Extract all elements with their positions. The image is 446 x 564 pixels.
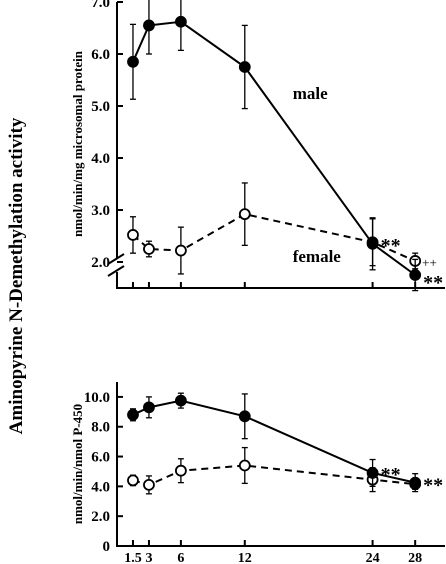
x-tick-label: 24 — [366, 551, 380, 564]
y-tick-label: 10.0 — [84, 390, 110, 406]
significance-stars: ** — [381, 235, 401, 257]
series-male — [127, 0, 422, 292]
series-label-male: male — [293, 84, 328, 103]
data-point-female — [174, 464, 187, 477]
data-point-male — [409, 269, 422, 281]
significance-stars: ** — [423, 474, 443, 496]
y-axis-label: nmol/min/mg microsomal protein — [70, 50, 85, 237]
x-tick-label: 3 — [145, 551, 152, 564]
y-tick-label: 7.0 — [91, 0, 110, 11]
y-tick-label: 4.0 — [91, 151, 110, 167]
y-tick-label: 6.0 — [91, 47, 110, 63]
data-point-male — [238, 410, 251, 423]
data-point-male — [127, 55, 139, 68]
y-tick-label: 2.0 — [91, 509, 110, 525]
data-point-female — [238, 459, 251, 472]
y-tick-label: 8.0 — [91, 420, 110, 436]
y-tick-label: 2.0 — [91, 255, 110, 271]
plots-group: 2.0 3.0 4.0 5.0 6.0 7.0 nmol/min/mg microsomal… — [70, 0, 445, 564]
data-point-female — [143, 243, 155, 255]
y-tick-label: 6.0 — [91, 450, 110, 466]
x-tick-label: 28 — [408, 551, 422, 564]
series-female — [127, 182, 422, 275]
x-tick-label: 1.5 — [124, 551, 142, 564]
data-point-female — [127, 229, 139, 241]
significance-stars: ** — [423, 272, 443, 294]
x-tick-label: 12 — [238, 551, 252, 564]
data-point-male — [366, 467, 379, 479]
y-tick-label: 0 — [103, 539, 111, 555]
data-point-female — [143, 478, 155, 491]
data-point-male — [127, 408, 139, 421]
axis-break-mark — [107, 265, 125, 277]
axis-break-mark — [107, 253, 125, 265]
y-axis-label: nmol/min/nmol P-450 — [70, 404, 85, 524]
panel-top: 2.0 3.0 4.0 5.0 6.0 7.0 nmol/min/mg microsomal… — [70, 0, 445, 294]
y-tick-label: 3.0 — [91, 203, 110, 219]
y-tick-label: 5.0 — [91, 99, 110, 115]
data-point-male — [238, 61, 251, 73]
data-point-male — [366, 237, 379, 250]
significance-stars: ** — [381, 464, 401, 486]
data-point-female — [174, 244, 187, 257]
data-point-female — [127, 474, 139, 487]
series-male — [127, 392, 422, 493]
y-tick-label: 4.0 — [91, 479, 110, 495]
data-point-female — [238, 208, 251, 221]
data-point-male — [143, 19, 155, 32]
significance-plus: ++ — [422, 255, 437, 270]
data-point-male — [143, 401, 155, 414]
x-tick-label: 6 — [177, 551, 184, 564]
main-y-axis-label: Aminopyrine N-Demethylation activity — [6, 117, 27, 434]
series-line-male — [132, 20, 416, 276]
data-point-male — [174, 15, 187, 28]
series-female — [127, 446, 422, 495]
series-label-female: female — [293, 247, 342, 266]
data-point-male — [174, 394, 187, 407]
data-point-male — [409, 476, 422, 489]
